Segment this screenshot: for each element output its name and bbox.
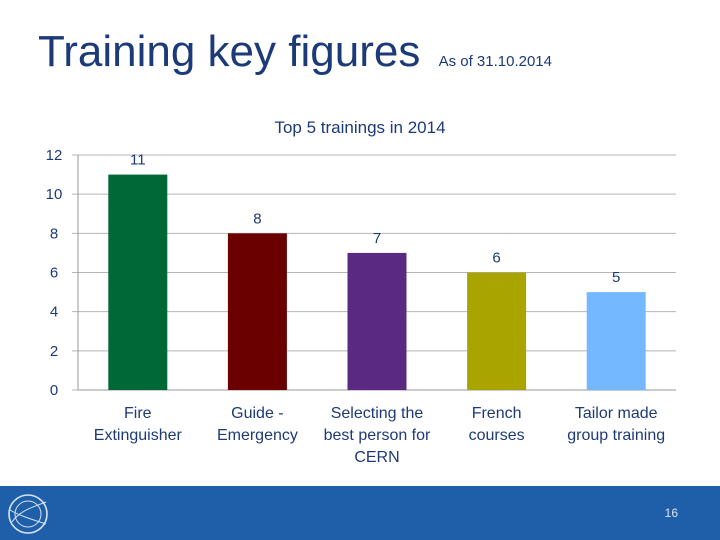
bar — [227, 233, 287, 390]
bar — [108, 174, 168, 390]
cern-logo-icon — [8, 494, 48, 534]
bar — [347, 252, 407, 390]
x-tick-label: Guide -Emergency — [217, 405, 298, 444]
bar-chart: Top 5 trainings in 2014 0 2 4 6 8 10 12 11 Fire Ex… — [46, 118, 676, 466]
footer-bar: 16 — [0, 486, 720, 540]
y-tick-label: 6 — [50, 265, 58, 282]
data-label: 11 — [130, 152, 146, 169]
slide-title: Training key figures As of 31.10.2014 — [38, 30, 552, 74]
x-tick-label: Tailor made group training — [567, 405, 665, 444]
y-tick-label: 12 — [46, 147, 63, 164]
y-tick-label: 2 — [50, 343, 58, 360]
bar — [586, 292, 646, 390]
slide-title-text: Training key figures — [38, 27, 421, 76]
bar — [467, 272, 527, 390]
data-label: 6 — [492, 250, 500, 267]
y-tick-label: 4 — [50, 304, 58, 321]
slide-subtitle: As of 31.10.2014 — [438, 53, 552, 70]
y-tick-label: 10 — [46, 186, 63, 203]
chart-title: Top 5 trainings in 2014 — [274, 118, 445, 137]
x-tick-label: French courses — [469, 405, 525, 444]
data-label: 7 — [373, 230, 381, 247]
y-tick-label: 8 — [50, 225, 58, 242]
data-label: 8 — [253, 210, 261, 227]
data-label: 5 — [612, 269, 620, 286]
page-number: 16 — [664, 506, 678, 520]
x-tick-label: Fire Extinguisher — [94, 405, 183, 444]
y-tick-label: 0 — [50, 382, 58, 399]
x-tick-label: Selecting the best person for CERN — [324, 405, 431, 466]
